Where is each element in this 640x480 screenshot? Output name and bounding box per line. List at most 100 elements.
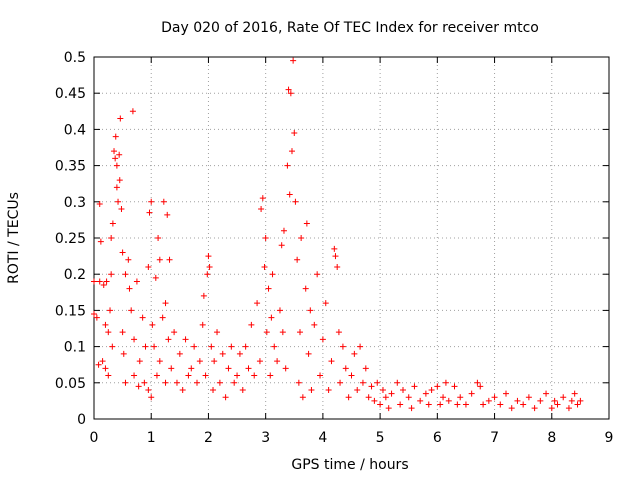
data-point <box>258 206 265 213</box>
y-tick-label: 0.15 <box>55 303 86 319</box>
data-point <box>374 379 381 386</box>
data-point <box>537 397 544 404</box>
data-point <box>267 372 274 379</box>
data-point <box>119 329 126 336</box>
data-point <box>265 285 272 292</box>
data-point <box>577 397 584 404</box>
y-tick-label: 0.45 <box>55 86 86 102</box>
y-tick-label: 0.3 <box>64 195 86 211</box>
data-point <box>99 358 106 365</box>
data-point <box>307 307 314 314</box>
data-point <box>408 405 415 412</box>
data-point <box>291 130 298 137</box>
x-tick-label: 0 <box>90 430 99 446</box>
data-point <box>568 397 575 404</box>
data-point <box>434 383 441 390</box>
data-point <box>551 397 558 404</box>
data-point <box>96 200 103 207</box>
data-point <box>159 314 166 321</box>
data-point <box>292 198 299 205</box>
data-point <box>497 401 504 408</box>
y-tick-label: 0.1 <box>64 340 86 356</box>
data-point <box>119 249 126 256</box>
data-point <box>295 379 302 386</box>
data-point <box>256 358 263 365</box>
data-point <box>560 394 567 401</box>
data-point <box>565 405 572 412</box>
data-point <box>149 321 156 328</box>
data-point <box>102 321 109 328</box>
data-point <box>202 372 209 379</box>
data-point <box>105 329 112 336</box>
data-point <box>251 372 258 379</box>
data-point <box>382 394 389 401</box>
x-tick-label: 4 <box>318 430 327 446</box>
data-point <box>485 397 492 404</box>
data-point <box>280 227 287 234</box>
data-point <box>368 383 375 390</box>
data-point <box>268 314 275 321</box>
data-point <box>520 401 527 408</box>
data-point <box>254 300 261 307</box>
data-point <box>214 329 221 336</box>
data-point <box>394 379 401 386</box>
data-point <box>100 282 107 289</box>
data-point <box>242 343 249 350</box>
data-point <box>248 321 255 328</box>
data-point <box>105 372 112 379</box>
data-point <box>148 394 155 401</box>
data-point <box>108 271 115 278</box>
x-tick-label: 8 <box>547 430 556 446</box>
data-point <box>365 394 372 401</box>
data-point <box>411 383 418 390</box>
y-tick-label: 0.35 <box>55 159 86 175</box>
data-point <box>457 394 464 401</box>
data-point <box>129 108 136 115</box>
plot-frame <box>93 56 610 420</box>
data-point <box>171 329 178 336</box>
data-point <box>155 235 162 241</box>
data-point <box>454 401 461 408</box>
data-point <box>219 350 226 357</box>
data-point <box>107 307 114 314</box>
data-point <box>334 263 341 270</box>
data-point <box>222 394 229 401</box>
data-point <box>141 379 148 386</box>
data-point <box>97 238 104 245</box>
chart-title: Day 020 of 2016, Rate Of TEC Index for r… <box>161 20 539 36</box>
x-tick-label: 9 <box>605 430 614 446</box>
data-point <box>136 358 143 365</box>
data-point <box>278 242 285 249</box>
data-point <box>442 379 449 386</box>
data-point <box>303 220 310 227</box>
data-point <box>397 401 404 408</box>
y-tick-label: 0.2 <box>64 267 86 283</box>
data-point <box>160 198 167 205</box>
data-point <box>299 394 306 401</box>
y-tick-label: 0.25 <box>55 231 86 247</box>
data-point <box>345 394 352 401</box>
y-tick-label: 0.05 <box>55 376 86 392</box>
data-point <box>287 90 294 97</box>
data-point <box>543 390 550 397</box>
data-point <box>152 274 159 281</box>
data-point <box>379 387 386 394</box>
data-point <box>400 387 406 394</box>
data-point <box>145 263 152 270</box>
data-point <box>351 350 358 357</box>
data-point <box>102 365 109 372</box>
data-point <box>342 365 349 372</box>
data-point <box>103 278 110 285</box>
data-point <box>204 271 211 278</box>
data-point <box>91 311 97 318</box>
data-point <box>231 379 238 386</box>
data-point <box>503 390 509 397</box>
data-point <box>128 307 135 314</box>
data-point <box>279 329 286 336</box>
data-point <box>259 195 266 202</box>
data-point <box>462 401 469 408</box>
data-point <box>182 336 189 343</box>
data-point <box>112 155 119 162</box>
data-point <box>271 343 278 350</box>
data-point <box>274 358 281 365</box>
